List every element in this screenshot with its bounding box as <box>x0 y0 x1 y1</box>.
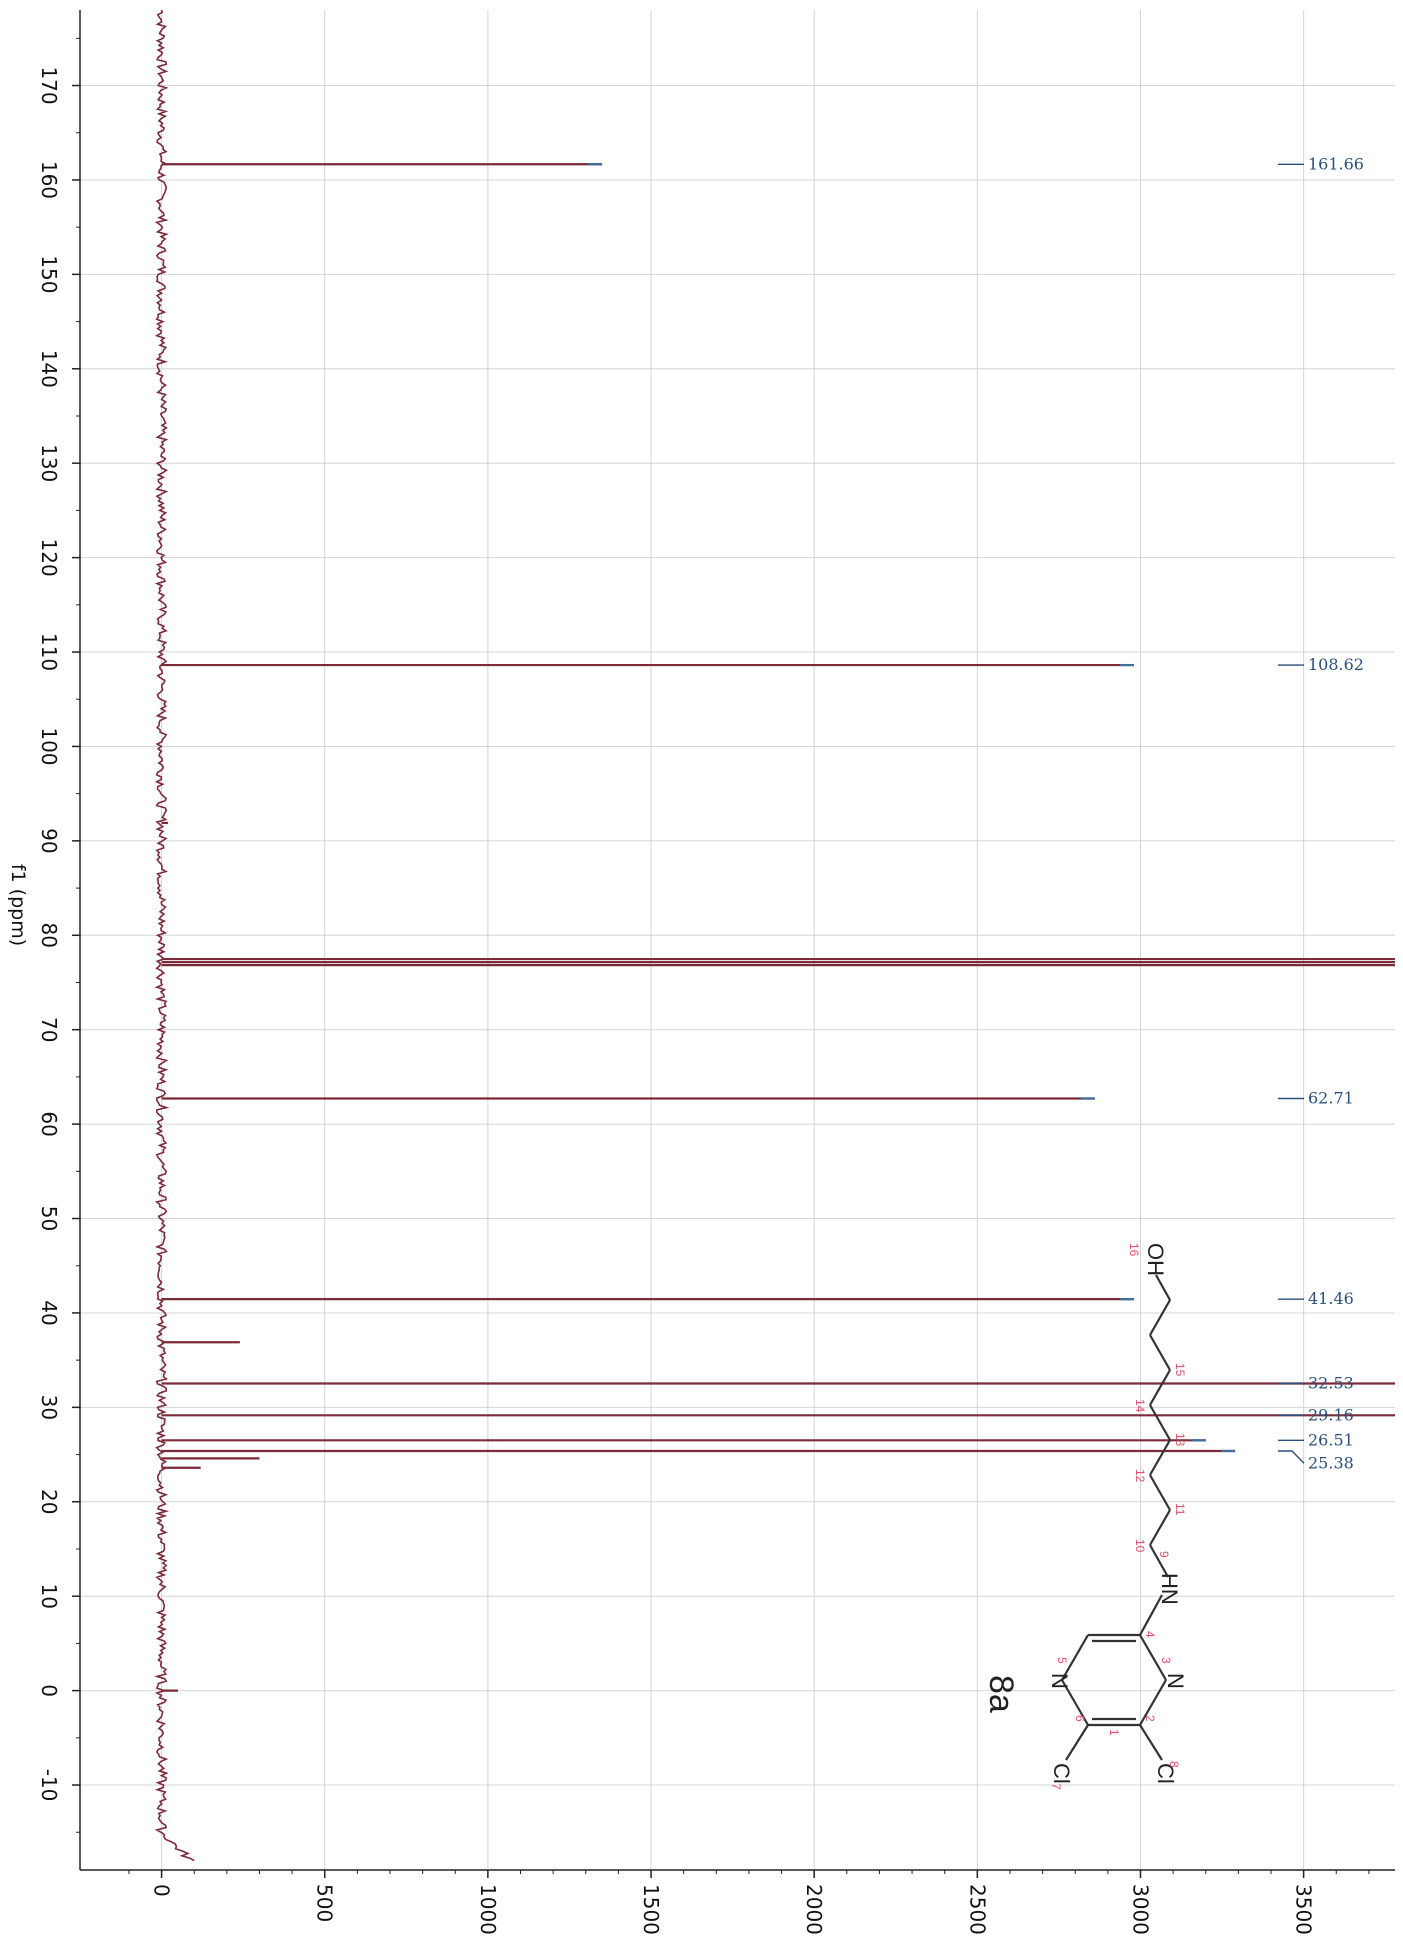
pyrimidine-ring <box>1061 1633 1167 1727</box>
ppm-tick-label-70: 70 <box>37 1017 61 1042</box>
intensity-tick-label-500: 500 <box>313 1884 337 1922</box>
peak-label-2: 62.71 <box>1308 1089 1354 1108</box>
ppm-tick-label-30: 30 <box>37 1395 61 1420</box>
atom-number-11: 11 <box>1173 1503 1187 1516</box>
axis-title-f1: f1 (ppm) <box>7 864 29 946</box>
atom-number-12: 12 <box>1133 1469 1147 1483</box>
ppm-tick-label-110: 110 <box>37 633 61 671</box>
baseline-noise-path <box>154 9 195 1862</box>
intensity-tick-label-3500: 3500 <box>1292 1884 1316 1935</box>
atom-number-13: 13 <box>1173 1433 1187 1447</box>
atom-number-7: 7 <box>1049 1783 1063 1790</box>
ppm-tick-label-100: 100 <box>37 727 61 765</box>
peak-series <box>161 163 1395 1692</box>
substituent-bonds <box>1065 1274 1171 1761</box>
atom-number-8: 8 <box>1167 1761 1181 1768</box>
atom-n5: N <box>1047 1673 1072 1689</box>
grid-lines <box>80 10 1395 1870</box>
atom-number-4: 4 <box>1143 1631 1157 1638</box>
axes: 1701601501401301201101009080706050403020… <box>37 10 1395 1935</box>
ppm-tick-label-50: 50 <box>37 1206 61 1231</box>
peak-label-7: 25.38 <box>1308 1453 1354 1472</box>
peak-label-4: 32.53 <box>1308 1374 1354 1393</box>
atom-oh: OH <box>1143 1243 1168 1276</box>
atom-number-6: 6 <box>1073 1715 1087 1722</box>
ppm-tick-label-90: 90 <box>37 828 61 853</box>
atom-number-14: 14 <box>1133 1399 1147 1413</box>
ppm-tick-label-130: 130 <box>37 444 61 482</box>
atom-number-9: 9 <box>1157 1551 1171 1558</box>
ppm-tick-label-40: 40 <box>37 1300 61 1325</box>
ppm-tick-label-20: 20 <box>37 1489 61 1514</box>
peak-label-0: 161.66 <box>1308 154 1364 173</box>
intensity-tick-label-1000: 1000 <box>476 1884 500 1935</box>
atom-number-10: 10 <box>1133 1539 1147 1553</box>
atom-cl-top: Cl <box>1153 1763 1178 1784</box>
intensity-tick-label-2000: 2000 <box>802 1884 826 1935</box>
peak-labels: 161.66 108.62 62.71 41.46 32.53 29.16 26.51 25.… <box>1278 154 1364 1472</box>
baseline-trace <box>154 9 195 1862</box>
atom-number-16: 16 <box>1127 1243 1141 1257</box>
compound-label: 8a <box>982 1675 1020 1713</box>
intensity-tick-label-2500: 2500 <box>965 1884 989 1935</box>
atom-number-2: 2 <box>1143 1715 1157 1722</box>
peak-label-leader-7 <box>1278 1450 1305 1464</box>
ppm-tick-label-80: 80 <box>37 923 61 948</box>
peak-label-1: 108.62 <box>1308 655 1364 674</box>
chemical-structure-8a: Cl N N Cl HN OH 1 2 3 4 5 6 7 8 9 10 11 … <box>982 1243 1188 1790</box>
ppm-tick-label-10: 10 <box>37 1583 61 1608</box>
atom-cl-bottom: Cl <box>1049 1763 1074 1784</box>
ppm-tick-label-170: 170 <box>37 66 61 104</box>
atom-hn: HN <box>1157 1573 1182 1605</box>
atom-number-15: 15 <box>1173 1363 1187 1377</box>
intensity-tick-label-0: 0 <box>150 1884 174 1897</box>
atom-n3: N <box>1163 1673 1188 1689</box>
ppm-tick-label-140: 140 <box>37 350 61 388</box>
intensity-tick-label-1500: 1500 <box>639 1884 663 1935</box>
peak-label-3: 41.46 <box>1308 1289 1354 1308</box>
atom-number-3: 3 <box>1159 1657 1173 1664</box>
ppm-tick-label-120: 120 <box>37 539 61 577</box>
atom-number-5: 5 <box>1055 1657 1069 1664</box>
intensity-tick-label-3000: 3000 <box>1128 1884 1152 1935</box>
ppm-tick-label-150: 150 <box>37 255 61 293</box>
atom-number-1: 1 <box>1107 1729 1121 1736</box>
ppm-tick-label--10: -10 <box>37 1769 61 1802</box>
ppm-tick-label-0: 0 <box>37 1684 61 1697</box>
ppm-tick-label-60: 60 <box>37 1111 61 1136</box>
ppm-tick-label-160: 160 <box>37 161 61 199</box>
peak-label-6: 26.51 <box>1308 1430 1354 1449</box>
peak-label-5: 29.16 <box>1308 1405 1354 1424</box>
